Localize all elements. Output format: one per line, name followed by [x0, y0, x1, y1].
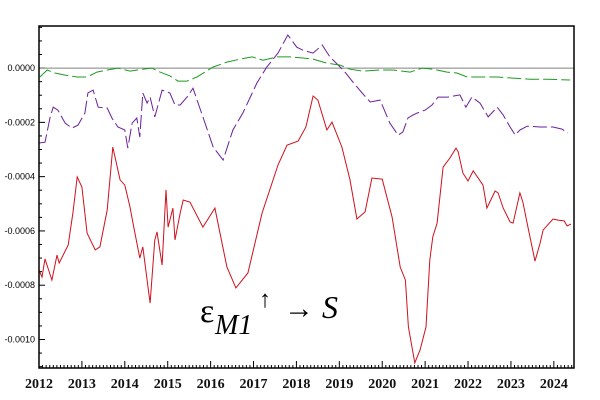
x-tick-label: 2012 — [25, 377, 53, 392]
y-tick-label: -0.0008 — [4, 280, 35, 290]
annotation-subscript: M1 — [214, 310, 252, 341]
x-tick-label: 2019 — [325, 377, 353, 392]
x-tick-label: 2014 — [111, 377, 139, 392]
svg-text:↑: ↑ — [259, 287, 271, 313]
x-tick-label: 2017 — [240, 377, 268, 392]
y-tick-label: -0.0010 — [4, 335, 35, 345]
series-line-2 — [38, 34, 569, 162]
annotation-target: S — [322, 289, 338, 325]
x-tick-label: 2021 — [411, 377, 439, 392]
svg-text:ε: ε — [200, 293, 214, 330]
y-tick-label: -0.0002 — [4, 117, 35, 127]
x-tick-label: 2016 — [197, 377, 225, 392]
svg-text:S: S — [322, 289, 338, 325]
x-tick-label: 2022 — [454, 377, 482, 392]
x-tick-label: 2020 — [368, 377, 396, 392]
annotation-symbol: ε — [200, 293, 214, 330]
y-tick-label: -0.0006 — [4, 226, 35, 236]
svg-text:M1: M1 — [214, 310, 252, 341]
series-lines — [38, 34, 574, 365]
y-tick-label: 0.0000 — [7, 63, 35, 73]
x-tick-label: 2015 — [154, 377, 182, 392]
annotation: ε M1 ↑ → S — [200, 287, 338, 341]
annotation-up-arrow: ↑ — [259, 287, 271, 313]
svg-text:→: → — [284, 292, 314, 325]
plot-frame — [38, 25, 575, 369]
annotation-right-arrow: → — [284, 292, 314, 325]
x-tick-label: 2018 — [282, 377, 310, 392]
series-line-1 — [38, 95, 572, 365]
series-line-3 — [39, 56, 571, 82]
tick-labels: 0.0000 -0.0002 -0.0004 -0.0006 -0.0008 -0.001… — [4, 63, 567, 392]
x-tick-label: 2023 — [497, 377, 525, 392]
x-tick-label: 2024 — [540, 377, 568, 392]
y-tick-label: -0.0004 — [4, 172, 35, 182]
x-tick-label: 2013 — [68, 377, 96, 392]
